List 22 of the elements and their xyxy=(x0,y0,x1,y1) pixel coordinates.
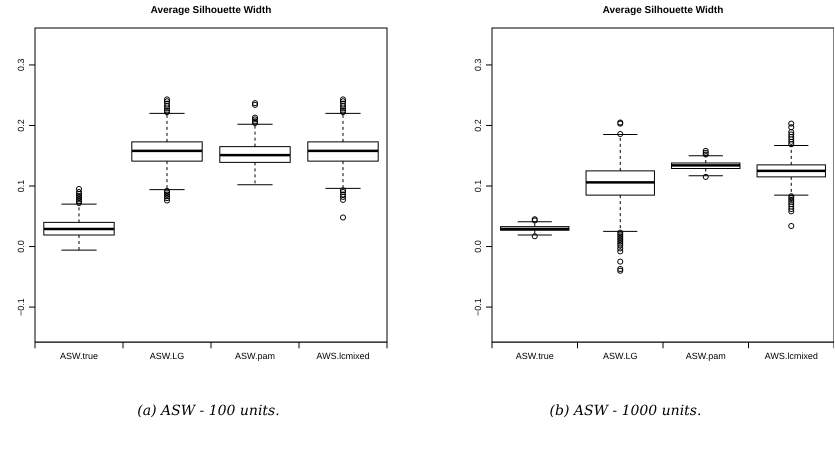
text: (b) ASW - 1000 units. xyxy=(548,403,702,419)
y-tick-label: 0.1 xyxy=(472,180,483,192)
y-tick-label: 0.3 xyxy=(472,58,483,72)
x-tick-label: ASW.LG xyxy=(150,351,184,362)
y-tick-label: 0.2 xyxy=(472,119,483,132)
y-tick-label: 0.3 xyxy=(16,58,26,72)
y-tick-label: 0.2 xyxy=(16,119,26,132)
x-tick-label: AWS.lcmixed xyxy=(316,351,370,362)
y-tick-label: 0.1 xyxy=(16,180,26,192)
y-tick-label: −0.1 xyxy=(16,298,26,316)
text: (a) ASW - 100 units. xyxy=(136,403,281,419)
chart-title: Average Silhouette Width xyxy=(602,4,724,16)
x-tick-label: ASW.LG xyxy=(602,351,638,362)
x-tick-label: ASW.pam xyxy=(686,351,726,362)
chart-title: Average Silhouette Width xyxy=(150,4,272,16)
x-tick-label: ASW.true xyxy=(516,351,554,362)
y-tick-label: 0.0 xyxy=(16,240,26,253)
x-tick-label: AWS.lcmixed xyxy=(764,351,818,362)
x-tick-label: ASW.true xyxy=(60,351,98,362)
y-tick-label: −0.1 xyxy=(472,298,483,316)
y-tick-label: 0.0 xyxy=(472,240,483,253)
x-tick-label: ASW.pam xyxy=(234,351,276,362)
